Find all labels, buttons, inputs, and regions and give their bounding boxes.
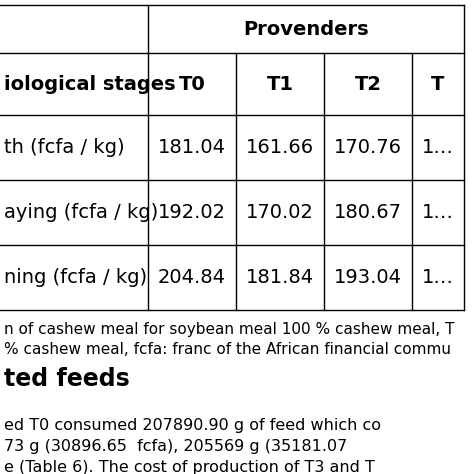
Text: 170.76: 170.76 xyxy=(334,138,402,157)
Text: aying (fcfa / kg): aying (fcfa / kg) xyxy=(4,203,158,222)
Text: 170.02: 170.02 xyxy=(246,203,314,222)
Text: 73 g (30896.65  fcfa), 205569 g (35181.07: 73 g (30896.65 fcfa), 205569 g (35181.07 xyxy=(4,439,347,454)
Text: 1…: 1… xyxy=(422,203,454,222)
Text: 181.84: 181.84 xyxy=(246,268,314,287)
Text: T0: T0 xyxy=(179,74,205,93)
Text: th (fcfa / kg): th (fcfa / kg) xyxy=(4,138,125,157)
Text: 1…: 1… xyxy=(422,138,454,157)
Text: T1: T1 xyxy=(266,74,293,93)
Text: 192.02: 192.02 xyxy=(158,203,226,222)
Text: 193.04: 193.04 xyxy=(334,268,402,287)
Text: 204.84: 204.84 xyxy=(158,268,226,287)
Text: e (Table 6). The cost of production of T3 and T: e (Table 6). The cost of production of T… xyxy=(4,460,375,474)
Text: Provenders: Provenders xyxy=(243,19,369,38)
Text: iological stages: iological stages xyxy=(4,74,176,93)
Text: ning (fcfa / kg): ning (fcfa / kg) xyxy=(4,268,147,287)
Text: T: T xyxy=(431,74,445,93)
Text: 180.67: 180.67 xyxy=(334,203,402,222)
Text: ted feeds: ted feeds xyxy=(4,367,130,391)
Text: % cashew meal, fcfa: franc of the African financial commu: % cashew meal, fcfa: franc of the Africa… xyxy=(4,342,451,357)
Text: 1…: 1… xyxy=(422,268,454,287)
Text: ed T0 consumed 207890.90 g of feed which co: ed T0 consumed 207890.90 g of feed which… xyxy=(4,418,381,433)
Text: 181.04: 181.04 xyxy=(158,138,226,157)
Text: n of cashew meal for soybean meal 100 % cashew meal, T: n of cashew meal for soybean meal 100 % … xyxy=(4,322,455,337)
Text: 161.66: 161.66 xyxy=(246,138,314,157)
Text: T2: T2 xyxy=(355,74,382,93)
